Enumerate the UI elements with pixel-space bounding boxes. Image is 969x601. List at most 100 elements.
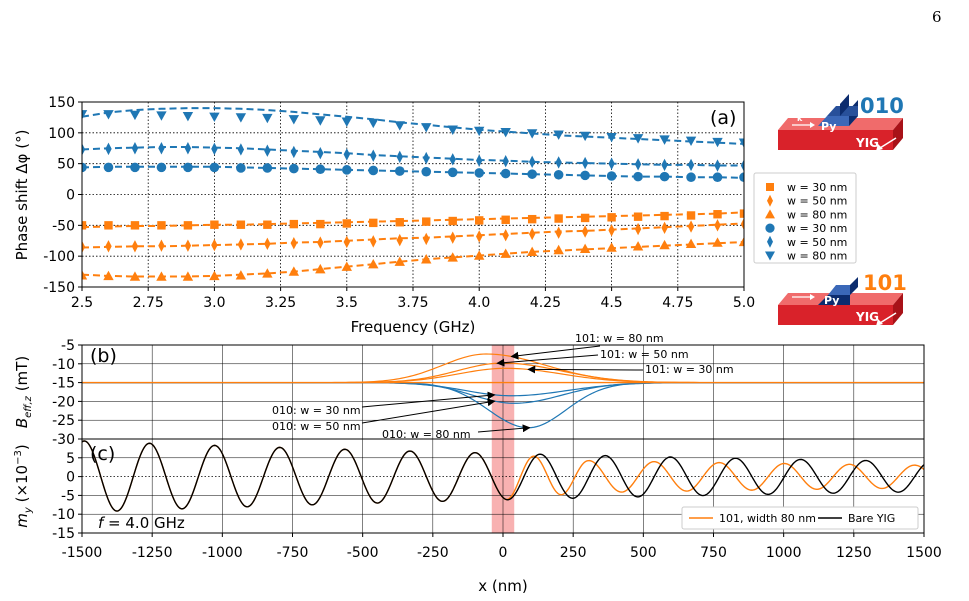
inset-010-label: 010 (860, 94, 904, 118)
data-point (500, 248, 511, 258)
data-point (288, 266, 300, 276)
data-point (474, 126, 485, 137)
data-point (449, 153, 456, 166)
y-tick-label: 100 (48, 126, 75, 142)
panel-c-curves (82, 440, 924, 512)
data-point (634, 158, 642, 171)
x-tick-label: -1250 (132, 545, 173, 561)
data-point (264, 144, 271, 157)
k-arrow-head (810, 294, 815, 300)
x-tick-label: 5.0 (733, 295, 755, 311)
panel-a: 2.5 2.75 3.0 3.25 3.5 3.75 4.0 4.25 4.5 4.75 5.0 1… (13, 95, 755, 336)
data-point (476, 230, 483, 243)
data-point (579, 243, 591, 253)
data-point (607, 213, 616, 222)
y-tick-label: -25 (52, 413, 75, 429)
data-point (608, 224, 615, 237)
legend-label: Bare YIG (848, 512, 895, 525)
data-point (315, 116, 326, 126)
data-point (606, 132, 617, 143)
legend-frame (681, 506, 919, 530)
magnetization-arrow (879, 137, 897, 149)
py-front-face (818, 295, 850, 305)
data-point (528, 155, 536, 169)
data-point (288, 115, 300, 125)
data-point (423, 151, 430, 165)
data-point (659, 239, 670, 250)
data-point (553, 244, 564, 255)
k-label: k (797, 114, 803, 123)
py-top-face (818, 116, 858, 126)
data-point (502, 155, 509, 168)
data-point (740, 159, 744, 172)
x-tick-label: 750 (700, 545, 727, 561)
page-number: 6 (932, 8, 942, 26)
panel-a-fits (82, 107, 744, 278)
annotation-arrow (361, 391, 496, 408)
data-point (130, 221, 140, 230)
data-point (606, 242, 617, 252)
fit-curve (82, 146, 744, 167)
x-tick-label: 2.5 (71, 295, 93, 311)
legend-label: w = 80 nm (787, 250, 847, 263)
py-label: Py (824, 294, 839, 307)
fit-curve (82, 107, 744, 145)
x-tick-label: 3.75 (397, 295, 428, 311)
data-point (712, 172, 723, 183)
data-point (237, 238, 245, 251)
data-point (104, 221, 113, 230)
panel-b-y-ticks: -5 -10 -15 -20 -25 -30 (52, 338, 82, 448)
data-point (738, 138, 744, 148)
data-point (370, 235, 377, 248)
data-point (394, 256, 405, 266)
panel-c-y-label: my (×10−3) (13, 444, 34, 527)
legend-label: w = 80 nm (787, 208, 847, 221)
k-label: k (797, 285, 803, 294)
x-tick-label: 4.25 (530, 295, 561, 311)
data-point (740, 217, 744, 231)
x-tick-label: -500 (347, 545, 379, 561)
annotation-arrow (477, 424, 531, 433)
y-tick-label: 150 (48, 95, 75, 111)
data-point (130, 162, 140, 173)
data-point (370, 149, 377, 162)
legend-label: w = 50 nm (787, 236, 847, 249)
py-label: Py (821, 120, 836, 133)
panel-a-grid (81, 101, 745, 288)
data-point (211, 142, 218, 156)
data-point (105, 142, 112, 156)
k-arrow-head (810, 122, 815, 128)
yig-side-face (893, 118, 903, 150)
x-tick-label: 3.25 (265, 295, 296, 311)
data-point (661, 221, 668, 234)
data-point (341, 261, 352, 271)
legend-marker (765, 251, 775, 261)
data-point (555, 226, 562, 239)
data-point (131, 142, 139, 155)
annotation-arrow (510, 345, 601, 360)
data-point (82, 162, 87, 173)
data-point (263, 220, 272, 229)
inset-010: Py k YIG 010 (778, 94, 904, 151)
data-point (82, 270, 88, 280)
data-point (632, 241, 644, 251)
data-point (553, 169, 564, 180)
data-point (526, 246, 538, 257)
data-point (447, 125, 458, 135)
data-point (502, 229, 509, 242)
data-point (209, 270, 220, 281)
data-point (368, 258, 379, 269)
data-point (341, 117, 352, 127)
data-point (103, 110, 114, 120)
data-point (474, 250, 485, 260)
legend-label: w = 30 nm (787, 181, 847, 194)
panel-a-y-ticks: 150 100 50 0 -50 -100 -150 (43, 95, 82, 296)
data-point (157, 221, 166, 230)
fit-curve (82, 222, 744, 249)
panel-a-markers (82, 110, 744, 281)
legend-marker (767, 194, 773, 207)
panel-b-grid (81, 345, 925, 439)
data-point (182, 111, 194, 122)
